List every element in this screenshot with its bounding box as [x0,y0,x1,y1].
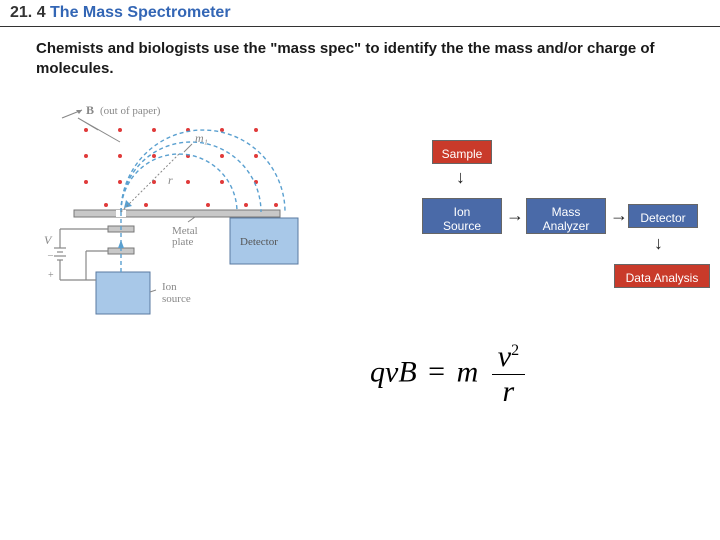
flow-detector: Detector [628,204,698,228]
svg-text:+: + [48,270,54,281]
section-title: 21. 4 The Mass Spectrometer [0,0,720,27]
m1-label: m₁ [195,131,208,145]
flow-sample: Sample [432,140,492,164]
mass-spec-schematic: B⃗ (out of paper) Metal plate [40,100,320,340]
flow-data-analysis: Data Analysis [614,264,710,288]
section-number: 21. 4 [10,4,50,21]
field-dots [84,128,278,207]
eq-lhs: qvB [370,355,417,388]
intro-text: Chemists and biologists use the "mass sp… [0,39,720,80]
svg-text:Detector: Detector [240,236,278,248]
V-label: V [44,233,53,247]
detector-box: Detector [230,218,298,264]
flow-diagram: Sample Ion Source Mass Analyzer Detector… [370,140,700,300]
r-label: r [168,173,173,187]
flow-arrow: → [610,206,628,224]
flow-arrow: ↓ [654,234,663,252]
eq-fraction: v2 r [492,340,525,409]
flow-arrow: ↓ [456,168,465,186]
lorentz-equation: qvB = m v2 r [370,340,525,409]
svg-text:–: – [47,250,54,261]
flow-mass-analyzer: Mass Analyzer [526,198,606,234]
flow-arrow: → [506,206,524,224]
svg-text:(out of paper): (out of paper) [100,105,161,117]
svg-text:plate: plate [172,236,193,248]
section-name: The Mass Spectrometer [50,4,231,21]
flow-ion-source: Ion Source [422,198,502,234]
svg-text:Ion: Ion [162,281,177,293]
b-vector-label: B⃗ (out of paper) [62,103,161,142]
eq-m: m [457,355,479,388]
eq-equals: = [424,355,449,388]
svg-text:source: source [162,293,191,305]
